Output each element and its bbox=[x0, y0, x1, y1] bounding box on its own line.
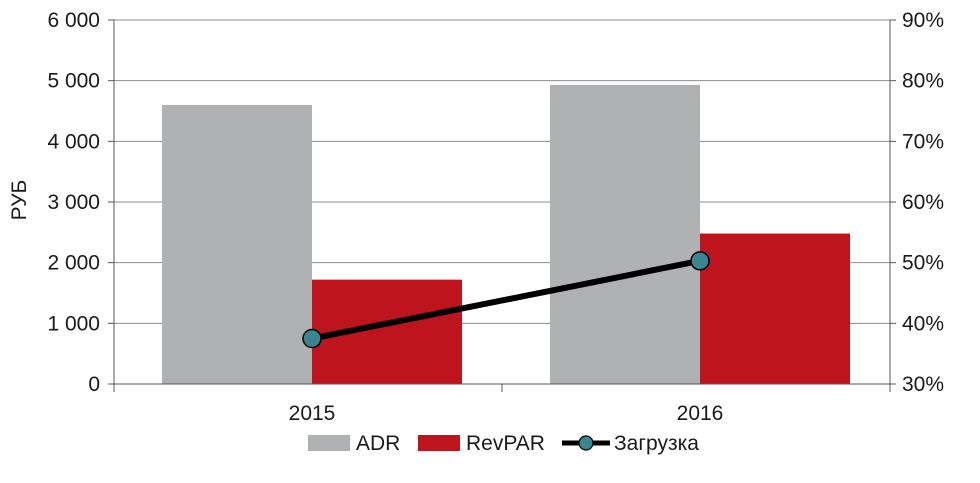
legend-swatch bbox=[308, 435, 350, 451]
y-left-tick-label: 3 000 bbox=[47, 191, 100, 214]
bar-adr-2015 bbox=[162, 104, 312, 384]
legend-label: Загрузка bbox=[614, 432, 699, 455]
bar-revpar-2016 bbox=[700, 233, 850, 384]
y-axis-label: РУБ bbox=[8, 180, 31, 221]
y-right-tick-label: 70% bbox=[902, 130, 944, 153]
y-left-tick-label: 5 000 bbox=[47, 70, 100, 93]
y-left-tick-label: 2 000 bbox=[47, 252, 100, 275]
line-point bbox=[302, 328, 322, 349]
bar-adr-2016 bbox=[550, 84, 700, 384]
line-point bbox=[690, 251, 710, 271]
tick-labels: 0 1 000 2 000 3 000 4 000 5 000 6 000 30% 40% 50%… bbox=[47, 9, 944, 425]
y-left-tick-label: 6 000 bbox=[47, 9, 100, 32]
legend-label: RevPAR bbox=[466, 432, 545, 455]
y-left-tick-label: 1 000 bbox=[47, 312, 100, 335]
y-left-tick-label: 4 000 bbox=[47, 130, 100, 153]
line-series bbox=[302, 251, 710, 349]
x-tick-label: 2015 bbox=[289, 402, 336, 425]
y-left-tick-label: 0 bbox=[88, 373, 100, 396]
legend: ADR RevPAR Загрузка bbox=[308, 432, 699, 455]
legend-swatch bbox=[418, 435, 460, 451]
y-right-tick-label: 30% bbox=[902, 373, 944, 396]
x-tick-label: 2016 bbox=[677, 402, 724, 425]
y-right-tick-label: 60% bbox=[902, 191, 944, 214]
y-right-tick-label: 90% bbox=[902, 9, 944, 32]
legend-label: ADR bbox=[356, 432, 400, 455]
bars bbox=[162, 84, 850, 384]
line-load bbox=[311, 257, 701, 342]
y-right-tick-label: 50% bbox=[902, 252, 944, 275]
y-right-tick-label: 40% bbox=[902, 312, 944, 335]
axes bbox=[108, 19, 896, 392]
legend-marker bbox=[578, 435, 594, 451]
y-right-tick-label: 80% bbox=[902, 70, 944, 93]
